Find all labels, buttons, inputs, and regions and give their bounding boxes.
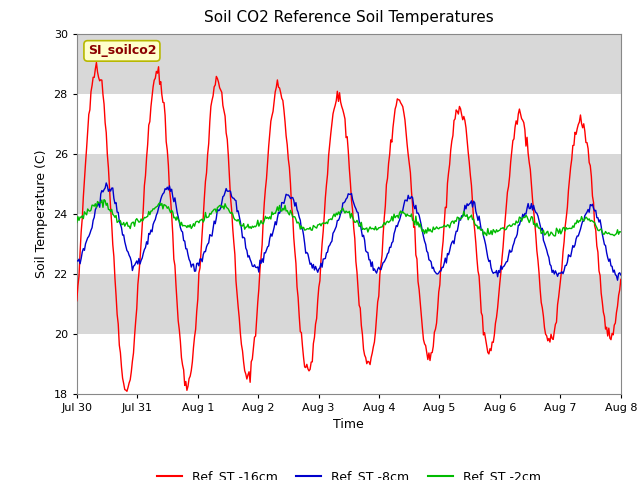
X-axis label: Time: Time bbox=[333, 418, 364, 431]
Y-axis label: Soil Temperature (C): Soil Temperature (C) bbox=[35, 149, 48, 278]
Legend: Ref_ST -16cm, Ref_ST -8cm, Ref_ST -2cm: Ref_ST -16cm, Ref_ST -8cm, Ref_ST -2cm bbox=[152, 465, 546, 480]
Bar bbox=[77, 334, 621, 394]
Bar bbox=[77, 94, 621, 154]
Bar bbox=[77, 0, 621, 34]
Title: Soil CO2 Reference Soil Temperatures: Soil CO2 Reference Soil Temperatures bbox=[204, 11, 493, 25]
Bar bbox=[77, 214, 621, 274]
Text: SI_soilco2: SI_soilco2 bbox=[88, 44, 156, 58]
